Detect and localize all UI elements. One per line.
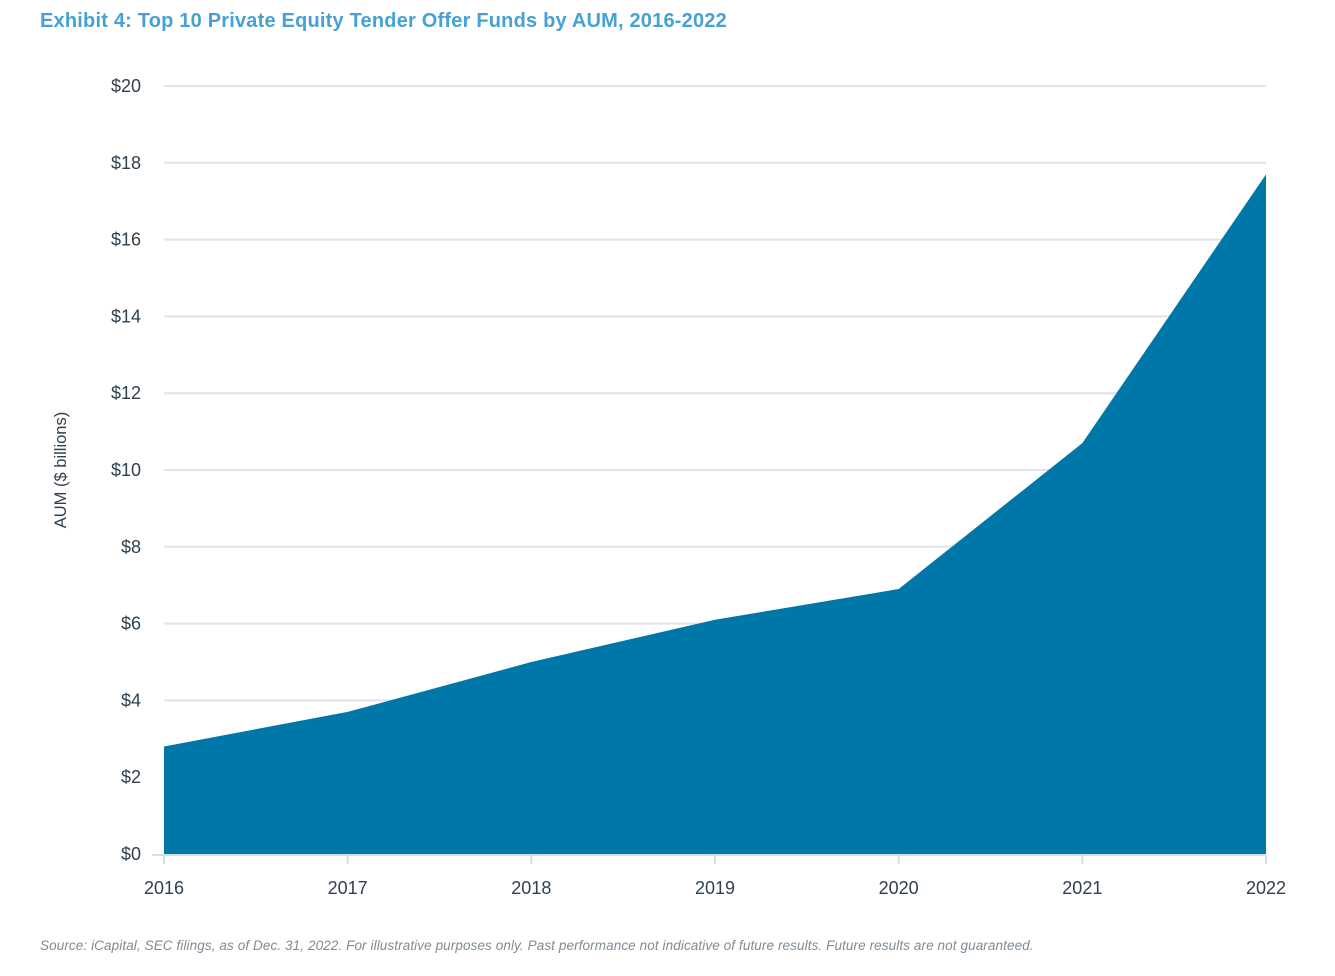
y-tick-label: $0 (121, 844, 141, 864)
y-tick-label: $6 (121, 614, 141, 634)
y-tick-label: $18 (111, 153, 141, 173)
x-tick-label: 2018 (511, 878, 551, 898)
source-note: Source: iCapital, SEC filings, as of Dec… (40, 938, 1034, 953)
y-tick-label: $8 (121, 537, 141, 557)
y-tick-label: $16 (111, 230, 141, 250)
y-axis-labels: $0 $2 $4 $6 $8 $10 $12 $14 $16 $18 $20 (111, 76, 141, 864)
y-axis-title: AUM ($ billions) (52, 412, 70, 528)
x-tick-label: 2016 (144, 878, 184, 898)
x-tick-label: 2021 (1062, 878, 1102, 898)
y-tick-label: $4 (121, 690, 141, 710)
y-tick-label: $10 (111, 460, 141, 480)
x-tick-label: 2017 (328, 878, 368, 898)
y-tick-label: $14 (111, 306, 141, 326)
chart-title: Exhibit 4: Top 10 Private Equity Tender … (40, 10, 727, 32)
x-tick-label: 2019 (695, 878, 735, 898)
y-tick-label: $20 (111, 76, 141, 96)
y-tick-label: $12 (111, 383, 141, 403)
x-tick-label: 2022 (1246, 878, 1286, 898)
x-axis-labels: 2016 2017 2018 2019 2020 2021 2022 (144, 855, 1286, 898)
x-tick-label: 2020 (879, 878, 919, 898)
area-series (164, 174, 1266, 854)
y-tick-label: $2 (121, 767, 141, 787)
